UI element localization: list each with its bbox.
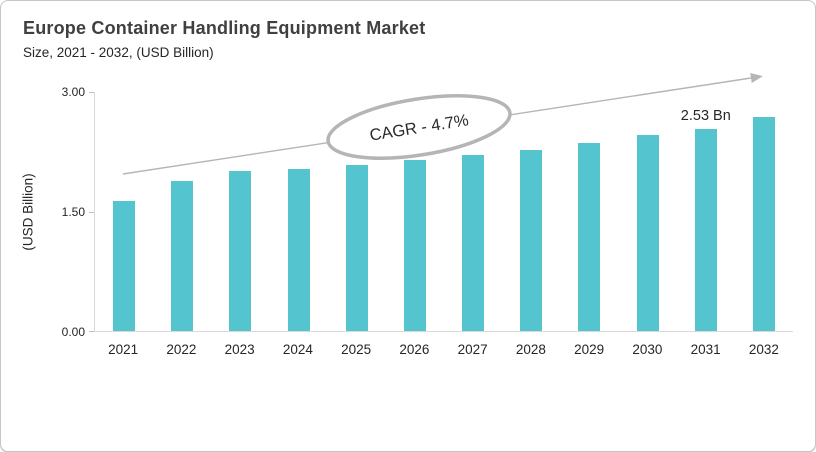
bar-2028 [520,150,543,331]
bar-2026 [403,159,426,331]
x-axis-labels: 2021 2022 2023 2024 2025 2026 2027 2028 2029 2030… [94,342,793,357]
y-tick-label-0: 0.00 [61,325,85,339]
bar-2031 [694,128,717,331]
y-tick-mark [89,212,94,213]
value-callout: 2.53 Bn [680,107,731,124]
x-tick-label-2029: 2029 [574,342,605,357]
bar-column-2030 [619,92,677,331]
x-tick-label-2026: 2026 [399,342,430,357]
bar-2023 [229,171,252,331]
y-axis-title: (USD Billion) [20,173,36,251]
plot-area: 2.53 Bn [94,92,793,332]
bars-row: 2.53 Bn [95,92,793,331]
bar-2025 [345,165,368,331]
y-tick-mark [89,331,94,332]
chart-subtitle: Size, 2021 - 2032, (USD Billion) [23,45,214,60]
x-tick-label-2022: 2022 [166,342,197,357]
x-tick-label-2021: 2021 [108,342,139,357]
bar-2022 [171,180,194,331]
bar-column-2025 [328,92,386,331]
y-tick-label-3: 3.00 [61,85,85,99]
bar-column-2029 [560,92,618,331]
bar-column-2022 [153,92,211,331]
bar-2021 [113,201,136,331]
bar-2029 [578,143,601,331]
x-tick-label-2024: 2024 [282,342,313,357]
y-tick-mark [89,92,94,93]
x-tick-label-2030: 2030 [632,342,663,357]
x-tick-label-2023: 2023 [224,342,255,357]
bar-2030 [636,135,659,331]
x-tick-label-2032: 2032 [748,342,779,357]
bar-column-2026 [386,92,444,331]
bar-2024 [287,168,310,331]
bar-column-2032 [735,92,793,331]
bar-column-2023 [211,92,269,331]
x-tick-label-2027: 2027 [457,342,488,357]
x-tick-label-2025: 2025 [341,342,372,357]
chart-title: Europe Container Handling Equipment Mark… [23,18,426,38]
bar-column-2028 [502,92,560,331]
bar-2027 [462,155,485,331]
bar-2032 [752,117,775,331]
bar-column-2021 [95,92,153,331]
bar-column-2031: 2.53 Bn [677,92,735,331]
bar-column-2027 [444,92,502,331]
y-tick-label-1-5: 1.50 [61,205,85,219]
x-tick-label-2031: 2031 [690,342,721,357]
x-tick-label-2028: 2028 [515,342,546,357]
bar-column-2024 [270,92,328,331]
